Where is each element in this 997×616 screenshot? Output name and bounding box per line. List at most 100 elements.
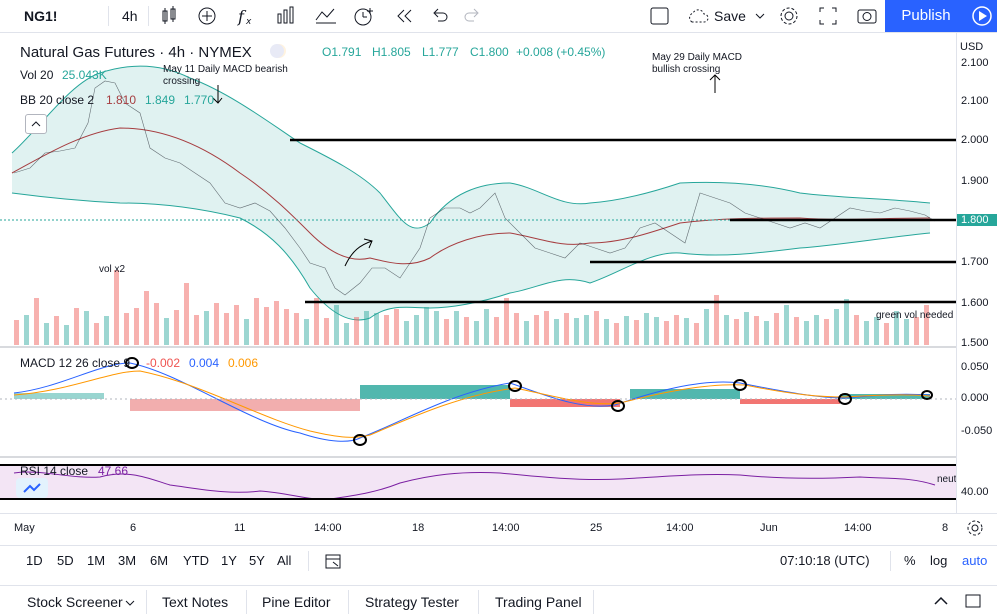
tab-stock-screener[interactable]: Stock Screener <box>27 594 123 610</box>
crossing-marker <box>921 390 933 400</box>
toolbar-divider <box>108 6 109 26</box>
bottom-panel-tabs: Stock Screener Text Notes Pine Editor St… <box>0 585 997 616</box>
volume-bars <box>14 270 929 345</box>
ohlc-low: L1.777 <box>422 45 459 59</box>
currency-label[interactable]: USD <box>960 41 984 53</box>
time-label: 14:00 <box>492 522 520 534</box>
camera-icon[interactable] <box>856 0 878 32</box>
price-axis[interactable]: USD 2.100 2.100 2.000 1.900 1.800 1.700 … <box>956 33 997 513</box>
date-range-calendar-icon[interactable] <box>324 552 342 575</box>
save-button[interactable]: Save <box>714 8 746 24</box>
rsi-axis-label: 40.00 <box>961 486 989 498</box>
chart-canvas[interactable] <box>0 33 956 513</box>
log-scale-toggle[interactable]: log <box>930 553 948 568</box>
replay-icon[interactable] <box>395 0 415 32</box>
chart-title: Natural Gas Futures · 4h · NYMEX <box>20 44 252 61</box>
arrow-down-icon <box>212 85 223 104</box>
svg-text:x: x <box>245 17 252 27</box>
price-label: 1.500 <box>961 337 989 349</box>
undo-icon[interactable] <box>430 0 450 32</box>
macd-axis-label: 0.000 <box>961 392 989 404</box>
tab-divider <box>246 590 247 614</box>
range-3m[interactable]: 3M <box>118 553 137 568</box>
chevron-up-icon[interactable] <box>932 594 950 613</box>
price-label: 1.600 <box>961 297 989 309</box>
annotation-may29: May 29 Daily MACD bullish crossing <box>652 52 743 75</box>
chart-settings-gear-icon[interactable] <box>966 519 984 542</box>
bb-value-3: 1.770 <box>184 93 215 107</box>
auto-scale-toggle[interactable]: auto <box>962 553 988 568</box>
range-1m[interactable]: 1M <box>87 553 106 568</box>
time-label: 8 <box>942 522 949 534</box>
time-axis[interactable]: May 6 11 14:00 18 14:00 25 14:00 Jun 14:… <box>0 513 997 544</box>
interval-button[interactable]: 4h <box>122 8 138 24</box>
macd-value-1: -0.002 <box>146 356 181 370</box>
bb-value-2: 1.849 <box>145 93 176 107</box>
rsi-line <box>13 471 936 500</box>
templates-icon[interactable] <box>314 0 338 32</box>
ohlc-change: +0.008 (+0.45%) <box>516 45 606 59</box>
price-label: 1.900 <box>961 175 989 187</box>
time-label: May <box>14 522 35 534</box>
layout-square-icon[interactable] <box>650 0 670 32</box>
macd-signal <box>13 370 931 438</box>
publish-button[interactable]: Publish <box>885 0 967 32</box>
current-price-label: 1.800 <box>957 214 997 226</box>
bollinger-band <box>12 66 930 320</box>
rsi-value: 47.66 <box>98 464 129 478</box>
price-label: 1.700 <box>961 256 989 268</box>
annotation-green-vol: green vol needed <box>876 310 954 321</box>
crossing-marker <box>125 357 139 369</box>
tab-divider <box>593 590 594 614</box>
crossing-marker <box>733 379 747 391</box>
rsi-label: RSI 14 close <box>20 464 89 478</box>
symbol-search[interactable]: NG1! <box>24 8 58 24</box>
macd-axis-label: 0.050 <box>961 361 989 373</box>
percent-scale-toggle[interactable]: % <box>904 553 916 568</box>
play-icon[interactable] <box>967 0 997 32</box>
bollinger-upper <box>11 65 931 229</box>
tab-strategy-tester[interactable]: Strategy Tester <box>365 594 459 610</box>
clock-display[interactable]: 07:10:18 (UTC) <box>780 553 870 568</box>
range-all[interactable]: All <box>277 553 292 568</box>
ohlc-open: O1.791 <box>322 45 362 59</box>
macd-value-2: 0.004 <box>189 356 220 370</box>
bb-value-1: 1.810 <box>106 93 137 107</box>
maximize-panel-icon[interactable] <box>964 593 982 614</box>
crossing-marker <box>611 400 625 412</box>
gear-icon[interactable] <box>778 0 800 32</box>
range-ytd[interactable]: YTD <box>183 553 209 568</box>
range-6m[interactable]: 6M <box>150 553 169 568</box>
range-1y[interactable]: 1Y <box>221 553 237 568</box>
range-5d[interactable]: 5D <box>57 553 74 568</box>
time-label: 6 <box>130 522 137 534</box>
alert-clock-icon[interactable] <box>352 0 376 32</box>
tab-text-notes[interactable]: Text Notes <box>162 594 229 610</box>
tab-trading-panel[interactable]: Trading Panel <box>495 594 582 610</box>
vol-value: 25.043K <box>62 68 107 82</box>
candles-icon[interactable] <box>160 0 178 32</box>
collapse-legend-button[interactable] <box>25 114 47 134</box>
fullscreen-icon[interactable] <box>818 0 838 32</box>
range-5y[interactable]: 5Y <box>249 553 265 568</box>
candlesticks <box>13 80 936 296</box>
svg-text:f: f <box>237 7 247 26</box>
cloud-icon[interactable] <box>686 0 710 32</box>
financials-icon[interactable] <box>275 0 297 32</box>
compare-plus-icon[interactable] <box>196 0 218 32</box>
tab-divider <box>348 590 349 614</box>
ohlc-close: C1.800 <box>470 45 509 59</box>
range-bar: 1D 5D 1M 3M 6M YTD 1Y 5Y All 07:10:18 (U… <box>0 545 997 576</box>
time-label: Jun <box>760 522 778 534</box>
chevron-down-icon[interactable] <box>754 0 766 32</box>
bollinger-basis <box>11 127 931 265</box>
chevron-down-icon[interactable] <box>124 596 136 614</box>
bollinger-lower <box>11 192 931 321</box>
range-1d[interactable]: 1D <box>26 553 43 568</box>
macd-histogram <box>14 385 930 411</box>
tab-pine-editor[interactable]: Pine Editor <box>262 594 331 610</box>
redo-icon <box>462 0 482 32</box>
tab-divider <box>478 590 479 614</box>
tradingview-logo[interactable] <box>16 478 48 498</box>
